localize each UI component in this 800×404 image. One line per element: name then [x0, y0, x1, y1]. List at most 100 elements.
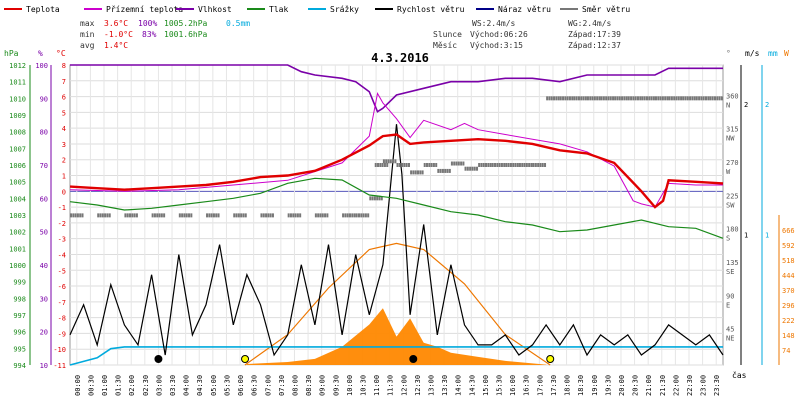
humidity-tick-label: 60 [40, 195, 48, 203]
temp-tick-label: 3 [62, 141, 66, 149]
pressure-tick-label: 1004 [9, 195, 26, 203]
direction-tick-name: NE [726, 335, 734, 343]
time-tick-label: 00:30 [87, 375, 95, 396]
direction-marker [267, 213, 270, 218]
direction-marker [423, 163, 426, 167]
direction-marker [81, 213, 84, 218]
direction-marker [403, 163, 406, 167]
direction-marker [482, 163, 485, 167]
direction-marker [566, 96, 569, 101]
direction-marker [702, 96, 705, 101]
direction-marker [453, 161, 456, 166]
stats-ws: WS:2.4m/s [472, 19, 516, 28]
direction-marker [473, 166, 476, 171]
direction-marker [605, 96, 608, 101]
direction-marker [373, 196, 376, 201]
direction-marker [326, 213, 329, 218]
direction-marker [509, 163, 512, 167]
direction-marker [460, 161, 463, 166]
direction-tick-value: 90 [726, 292, 734, 300]
direction-marker [153, 213, 156, 218]
time-tick-label: 17:00 [536, 375, 544, 396]
direction-marker [661, 96, 664, 101]
direction-marker [357, 213, 360, 218]
stats-min-hum: 83% [142, 30, 157, 39]
direction-marker [718, 96, 721, 101]
direction-marker [609, 96, 612, 101]
stats-sun-label: Slunce [433, 30, 462, 39]
direction-marker [546, 96, 549, 101]
direction-marker [215, 213, 218, 218]
direction-marker [707, 96, 710, 101]
radiation-tick-label: 592 [782, 242, 795, 250]
direction-marker [571, 96, 574, 101]
series-humidity-line [70, 64, 723, 113]
direction-tick-value: 225 [726, 192, 739, 200]
direction-marker [212, 213, 215, 218]
direction-tick-name: NW [726, 135, 735, 143]
direction-marker [648, 96, 651, 101]
time-tick-label: 08:30 [305, 375, 313, 396]
direction-marker [421, 170, 424, 175]
time-tick-label: 05:30 [223, 375, 231, 396]
direction-marker [698, 96, 701, 101]
legend: Teplota Přízemní teplota Vlhkost Tlak Srážky… [4, 5, 630, 14]
humidity-tick-label: 70 [40, 162, 48, 170]
pressure-tick-label: 1003 [9, 212, 26, 220]
direction-marker [156, 213, 159, 218]
legend-label-2: Vlhkost [198, 5, 232, 14]
pressure-tick-label: 1005 [9, 179, 26, 187]
direction-marker [664, 96, 667, 101]
direction-marker [689, 96, 692, 101]
direction-marker [389, 159, 392, 164]
radiation-tick-label: 296 [782, 302, 795, 310]
direction-tick-name: SW [726, 201, 735, 209]
direction-marker [505, 163, 508, 167]
precip-tick-label: 2 [765, 101, 769, 109]
stats-moonset: Západ:12:37 [568, 41, 621, 50]
direction-marker [210, 213, 213, 218]
time-tick-label: 19:30 [604, 375, 612, 396]
direction-marker [598, 96, 601, 101]
pressure-tick-label: 1012 [9, 62, 26, 70]
direction-tick-name: N [726, 101, 730, 109]
direction-marker [659, 96, 662, 101]
direction-marker [487, 163, 490, 167]
moonset-marker [409, 355, 418, 363]
direction-marker [381, 163, 384, 167]
sunset-marker [546, 355, 555, 363]
direction-marker [548, 96, 551, 101]
direction-marker [464, 166, 467, 171]
direction-marker [630, 96, 633, 101]
pressure-tick-label: 995 [13, 345, 26, 353]
time-tick-label: 18:00 [564, 375, 572, 396]
direction-marker [650, 96, 653, 101]
unit-degc: °C [56, 49, 66, 58]
direction-marker [537, 163, 540, 167]
direction-marker [580, 96, 583, 101]
direction-marker [289, 213, 292, 218]
direction-marker [673, 96, 676, 101]
direction-marker [491, 163, 494, 167]
direction-marker [160, 213, 163, 218]
direction-marker [129, 213, 132, 218]
direction-marker [133, 213, 136, 218]
direction-marker [450, 161, 453, 166]
temp-tick-label: -5 [58, 267, 66, 275]
direction-marker [521, 163, 524, 167]
direction-marker [269, 213, 272, 218]
direction-marker [713, 96, 716, 101]
temp-tick-label: -9 [58, 330, 66, 338]
direction-marker [496, 163, 499, 167]
direction-marker [444, 168, 447, 173]
stats-max-temp: 3.6°C [104, 19, 128, 28]
direction-marker [693, 96, 696, 101]
time-tick-label: 14:30 [468, 375, 476, 396]
series-radiation-area [246, 308, 547, 365]
radiation-tick-label: 74 [782, 347, 790, 355]
direction-marker [514, 163, 517, 167]
direction-marker [494, 163, 497, 167]
temp-tick-label: 4 [62, 125, 66, 133]
pressure-tick-label: 1002 [9, 229, 26, 237]
direction-marker [97, 213, 100, 218]
